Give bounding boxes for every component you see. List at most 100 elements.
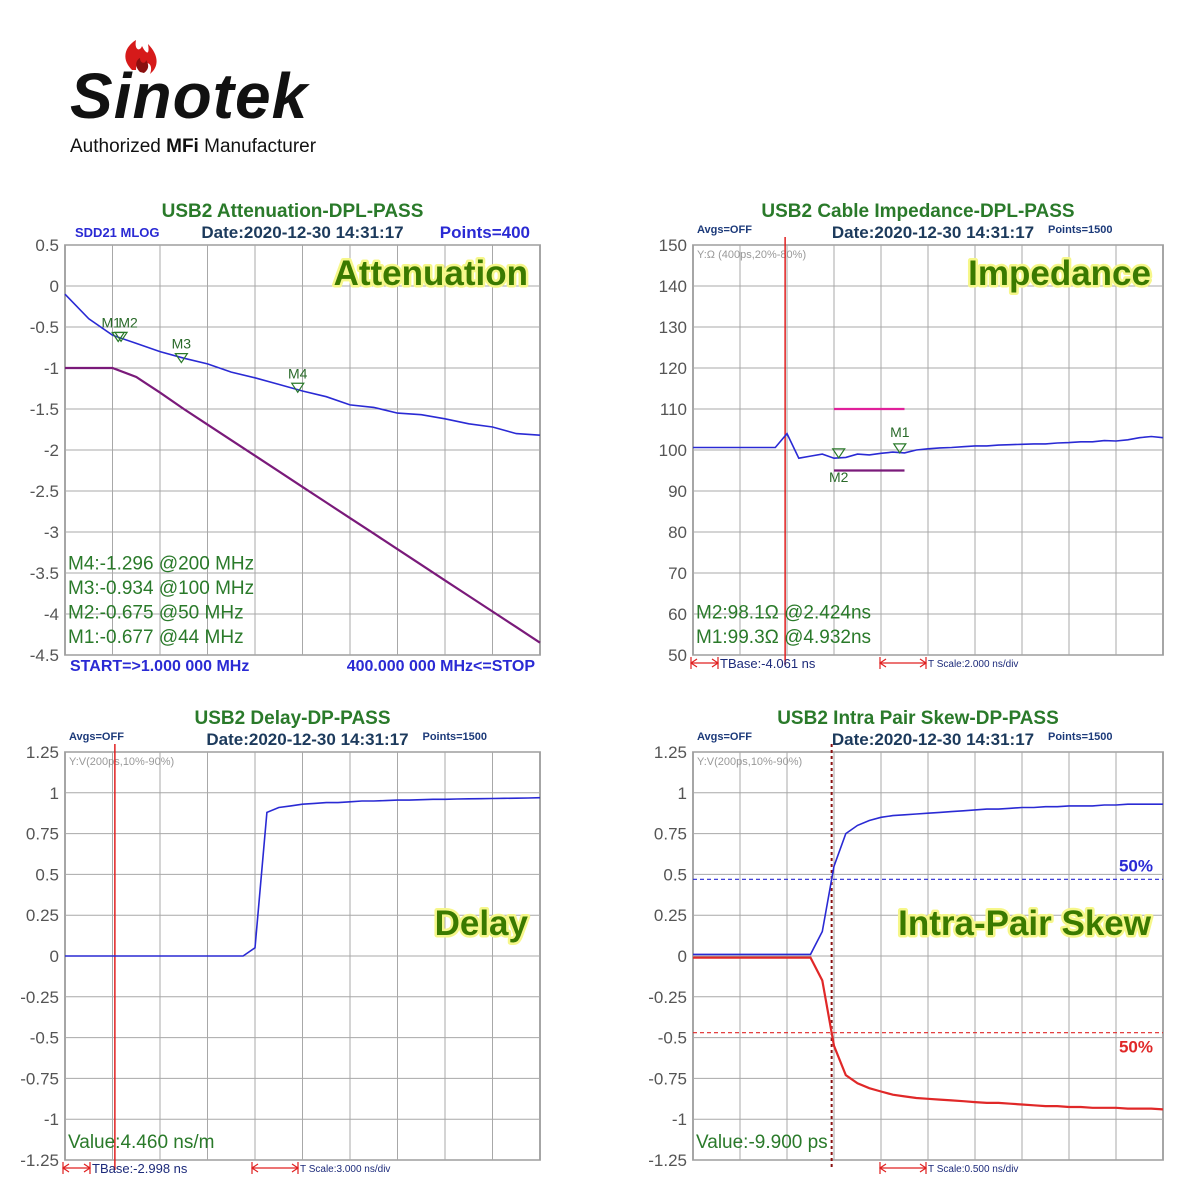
chart-title: USB2 Intra Pair Skew-DP-PASS bbox=[777, 708, 1059, 729]
marker bbox=[831, 448, 846, 459]
y-tick-label: 0.75 bbox=[26, 825, 59, 844]
logo-flame bbox=[125, 40, 157, 74]
marker bbox=[113, 331, 129, 343]
y-tick-label: -3 bbox=[44, 523, 59, 542]
series-line bbox=[693, 803, 1163, 956]
y-tick-label: 70 bbox=[668, 564, 687, 583]
y-tick-label: 0 bbox=[50, 277, 59, 296]
y-tick-label: -1.25 bbox=[648, 1151, 687, 1170]
y-tick-label: -4.5 bbox=[30, 646, 59, 665]
logo: Sinotek Authorized MFi Manufacturer bbox=[70, 40, 317, 157]
y-tick-label: -1.5 bbox=[30, 400, 59, 419]
y-tick-label: 140 bbox=[659, 277, 687, 296]
y-tick-label: -4 bbox=[44, 605, 59, 624]
tagline-part: Manufacturer bbox=[199, 136, 317, 157]
series-line bbox=[65, 796, 541, 957]
chart-title: USB2 Delay-DP-PASS bbox=[194, 708, 390, 729]
y-tick-label: 0.75 bbox=[654, 825, 687, 844]
series-line bbox=[65, 366, 541, 644]
chart-panel: 1.25 1 0.75 0.5 0.25 0 -0.25 -0.5 -0.75 -1 -1.25 US… bbox=[648, 708, 1164, 1175]
y-tick-label: 130 bbox=[659, 318, 687, 337]
plot-note: Y:V(200ps,10%-90%) bbox=[69, 756, 174, 768]
header-right: Points=1500 bbox=[423, 731, 488, 743]
overlay-label: Attenuation bbox=[334, 254, 528, 293]
y-tick-label: -2.5 bbox=[30, 482, 59, 501]
scale-arrow-head bbox=[878, 657, 928, 669]
readout: M3:-0.934 @100 MHz bbox=[68, 578, 254, 599]
y-tick-label: -0.5 bbox=[30, 1029, 59, 1048]
y-tick-label: -0.25 bbox=[648, 988, 687, 1007]
y-tick-label: 0.25 bbox=[654, 906, 687, 925]
header-left: Avgs=OFF bbox=[697, 731, 752, 743]
y-tick-label: 0.5 bbox=[35, 236, 59, 255]
y-tick-label: 1 bbox=[50, 784, 59, 803]
marker bbox=[892, 443, 907, 454]
y-tick-label: 120 bbox=[659, 359, 687, 378]
footer-right: 400.000 000 MHz<=STOP bbox=[347, 658, 536, 675]
date-label: Date:2020-12-30 14:31:17 bbox=[832, 730, 1034, 749]
header-left: SDD21 MLOG bbox=[75, 225, 160, 240]
y-tick-label: -1 bbox=[44, 359, 59, 378]
marker-label: M1 bbox=[890, 424, 910, 440]
marker bbox=[290, 382, 305, 394]
series-line bbox=[693, 956, 1164, 1111]
readout: M4:-1.296 @200 MHz bbox=[68, 554, 254, 575]
y-tick-label: 0.5 bbox=[663, 865, 687, 884]
y-tick-label: -1.25 bbox=[20, 1151, 59, 1170]
series-line bbox=[64, 293, 541, 436]
scale-arrow-head bbox=[878, 1162, 928, 1174]
readout: M2:-0.675 @50 MHz bbox=[68, 603, 244, 624]
y-tick-label: -0.5 bbox=[30, 318, 59, 337]
y-tick-label: -0.75 bbox=[20, 1069, 59, 1088]
footer-left: TBase:-2.998 ns bbox=[92, 1161, 188, 1176]
marker-label: M4 bbox=[288, 365, 308, 381]
header-right: Points=1500 bbox=[1048, 731, 1113, 743]
footer-left: TBase:-4.061 ns bbox=[720, 656, 816, 671]
y-tick-label: -2 bbox=[44, 441, 59, 460]
readout: M1:99.3Ω @4.932ns bbox=[696, 627, 871, 648]
y-tick-label: 0 bbox=[50, 947, 59, 966]
footer-right: T Scale:3.000 ns/div bbox=[300, 1164, 390, 1175]
scale-arrow-head bbox=[689, 657, 720, 669]
y-tick-label: -0.75 bbox=[648, 1069, 687, 1088]
marker bbox=[174, 352, 189, 364]
date-label: Date:2020-12-30 14:31:17 bbox=[832, 223, 1034, 242]
footer-right: T Scale:0.500 ns/div bbox=[928, 1164, 1018, 1175]
reference-label: 50% bbox=[1119, 1038, 1153, 1057]
y-tick-label: -1 bbox=[44, 1110, 59, 1129]
plot-note: Y:V(200ps,10%-90%) bbox=[697, 756, 802, 768]
marker-label: M2 bbox=[829, 469, 849, 485]
marker-label: M2 bbox=[118, 314, 138, 330]
scale-arrow-head bbox=[61, 1162, 92, 1174]
tagline-part: Authorized bbox=[70, 136, 166, 157]
marker-label: M1 bbox=[101, 315, 121, 331]
readout: M1:-0.677 @44 MHz bbox=[68, 627, 244, 648]
y-tick-label: 1.25 bbox=[654, 743, 687, 762]
y-tick-label: 1 bbox=[678, 784, 687, 803]
y-tick-label: 110 bbox=[660, 400, 687, 419]
y-tick-label: 90 bbox=[668, 482, 687, 501]
chart-panel: 150 140 130 120 110 100 90 80 70 60 50 USB2 Cable I… bbox=[659, 201, 1164, 671]
header-left: Avgs=OFF bbox=[69, 731, 124, 743]
chart-panel: 0.5 0 -0.5 -1 -1.5 -2 -2.5 -3 -3.5 -4 -4.5 USB2 Att… bbox=[30, 201, 541, 675]
y-tick-label: 60 bbox=[668, 605, 687, 624]
readout: Value:-9.900 ps bbox=[696, 1132, 828, 1153]
footer-left: START=>1.000 000 MHz bbox=[70, 658, 249, 675]
reference-label: 50% bbox=[1119, 856, 1153, 875]
logo-flame-inner bbox=[136, 58, 149, 73]
scale-arrow-head bbox=[250, 1162, 300, 1174]
overlay-label: Intra-Pair Skew bbox=[898, 904, 1152, 943]
date-label: Date:2020-12-30 14:31:17 bbox=[201, 223, 403, 242]
y-tick-label: 100 bbox=[659, 441, 687, 460]
y-tick-label: 150 bbox=[659, 236, 687, 255]
y-tick-label: 1.25 bbox=[26, 743, 59, 762]
y-tick-label: -3.5 bbox=[30, 564, 59, 583]
overlay-label: Delay bbox=[435, 904, 529, 943]
plot-note: Y:Ω (400ps,20%-80%) bbox=[697, 249, 806, 261]
header-right: Points=400 bbox=[440, 223, 530, 242]
readout: Value:4.460 ns/m bbox=[68, 1132, 214, 1153]
chart-panel: 1.25 1 0.75 0.5 0.25 0 -0.25 -0.5 -0.75 -1 -1.25 US… bbox=[20, 708, 541, 1176]
y-tick-label: 0 bbox=[678, 947, 687, 966]
logo-tagline: Authorized MFi Manufacturer bbox=[70, 136, 317, 157]
